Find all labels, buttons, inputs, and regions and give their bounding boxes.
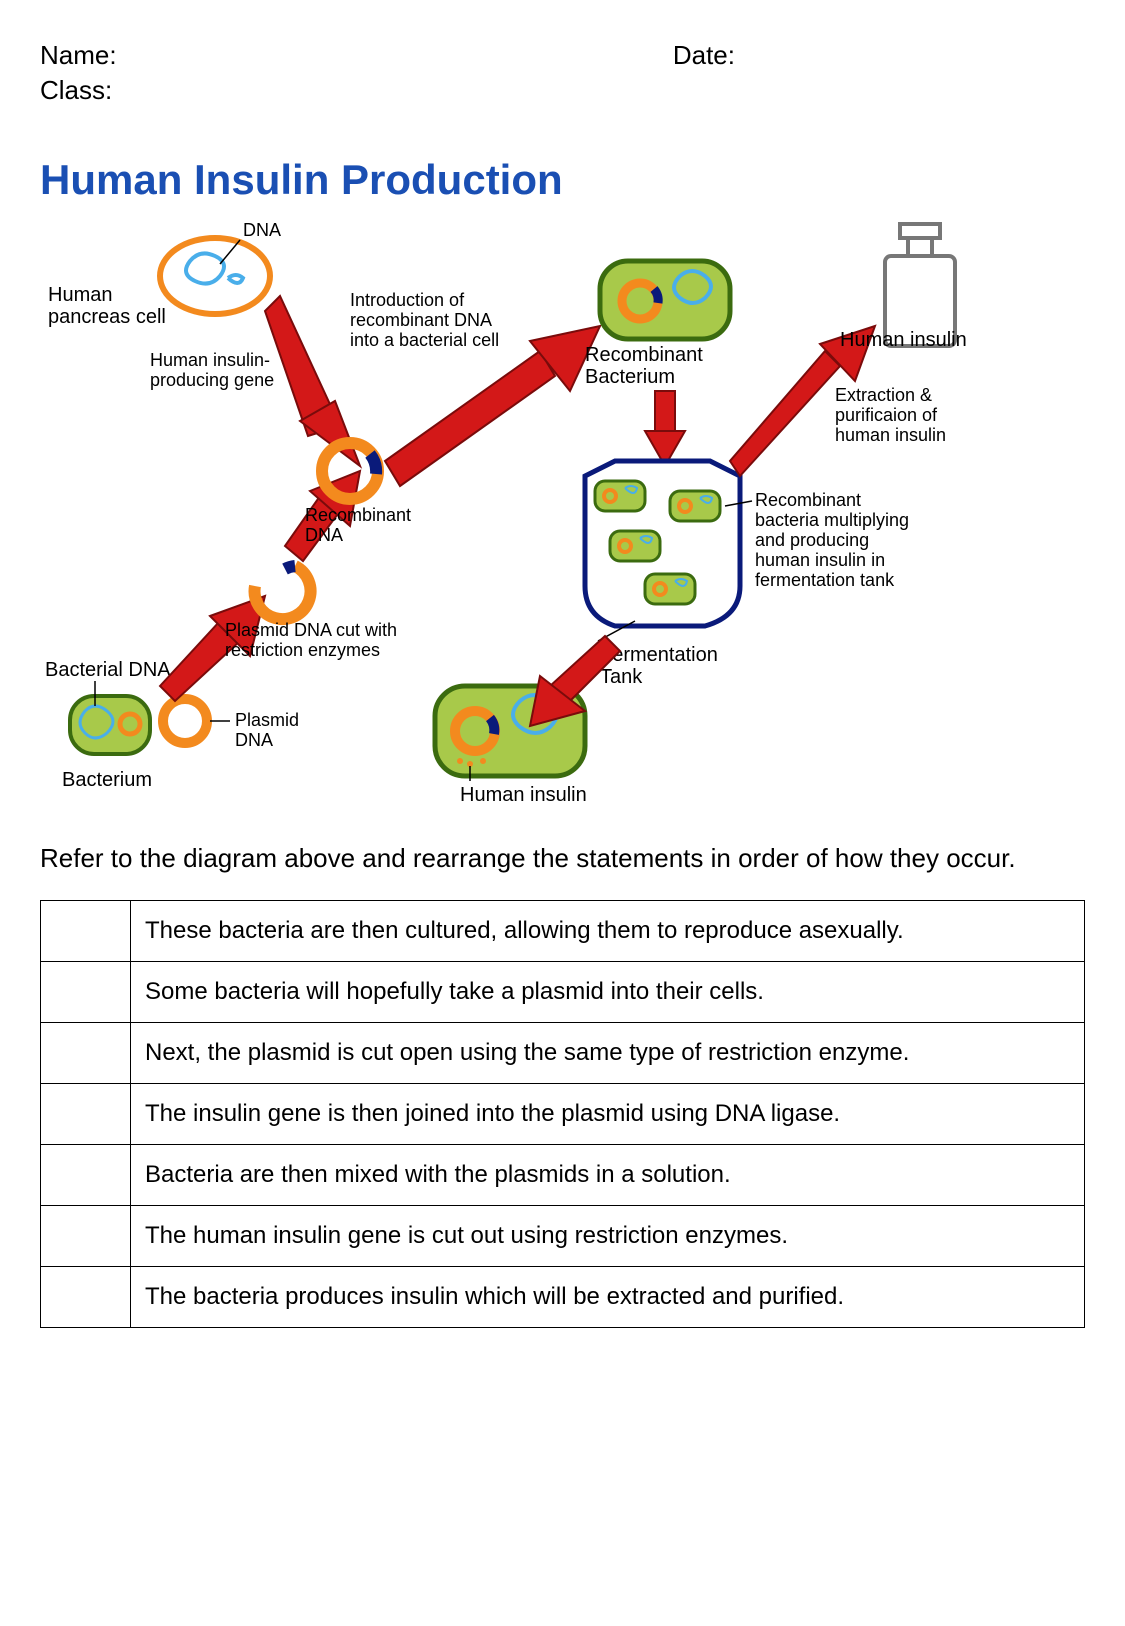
table-row: Next, the plasmid is cut open using the … [41,1023,1085,1084]
plasmid-dna-label: Plasmid DNA [235,710,304,750]
recomb-multiplying-label: Recombinant bacteria multiplying and pro… [755,490,914,590]
insulin-bottle-icon [885,224,955,346]
page-title: Human Insulin Production [40,156,1085,204]
statement-cell: Next, the plasmid is cut open using the … [131,1023,1085,1084]
extraction-label: Extraction & purificaion of human insuli… [835,385,946,445]
order-cell[interactable] [41,1145,131,1206]
table-row: The human insulin gene is cut out using … [41,1206,1085,1267]
statement-cell: Some bacteria will hopefully take a plas… [131,962,1085,1023]
order-cell[interactable] [41,1084,131,1145]
statement-cell: Bacteria are then mixed with the plasmid… [131,1145,1085,1206]
dna-label: DNA [243,220,281,240]
table-row: Bacteria are then mixed with the plasmid… [41,1145,1085,1206]
human-insulin-gene-label: Human insulin- producing gene [150,350,275,390]
human-insulin-bottom-label: Human insulin [460,784,587,806]
human-pancreas-label: Human pancreas cell [48,284,166,328]
instruction-text: Refer to the diagram above and rearrange… [40,841,1085,876]
bacterium-icon [70,696,150,754]
statement-cell: The insulin gene is then joined into the… [131,1084,1085,1145]
table-row: Some bacteria will hopefully take a plas… [41,962,1085,1023]
statement-cell: The bacteria produces insulin which will… [131,1267,1085,1328]
statement-cell: These bacteria are then cultured, allowi… [131,901,1085,962]
table-row: The bacteria produces insulin which will… [41,1267,1085,1328]
recombinant-bacterium-label: Recombinant Bacterium [585,344,708,388]
recombinant-bacterium-icon [600,261,730,339]
bacterium-label: Bacterium [62,769,152,791]
order-cell[interactable] [41,1267,131,1328]
statement-cell: The human insulin gene is cut out using … [131,1206,1085,1267]
human-pancreas-cell-icon [160,238,270,314]
name-label: Name: [40,40,117,71]
order-cell[interactable] [41,962,131,1023]
insulin-diagram: DNA Human pancreas cell Human insulin- p… [40,216,1085,811]
fermentation-tank-icon [585,461,740,626]
human-insulin-top-label: Human insulin [840,329,967,351]
order-cell[interactable] [41,1206,131,1267]
table-row: These bacteria are then cultured, allowi… [41,901,1085,962]
order-cell[interactable] [41,901,131,962]
statements-table: These bacteria are then cultured, allowi… [40,900,1085,1328]
intro-recombinant-label: Introduction of recombinant DNA into a b… [350,290,499,350]
recombinant-dna-label: Recombinant DNA [305,505,416,545]
plasmid-ring-icon [163,699,207,743]
table-row: The insulin gene is then joined into the… [41,1084,1085,1145]
order-cell[interactable] [41,1023,131,1084]
plasmid-cut-label: Plasmid DNA cut with restriction enzymes [225,620,402,660]
bacterial-dna-label: Bacterial DNA [45,659,171,681]
date-label: Date: [673,40,735,71]
cut-plasmid-icon [255,566,311,619]
class-label: Class: [40,75,1085,106]
